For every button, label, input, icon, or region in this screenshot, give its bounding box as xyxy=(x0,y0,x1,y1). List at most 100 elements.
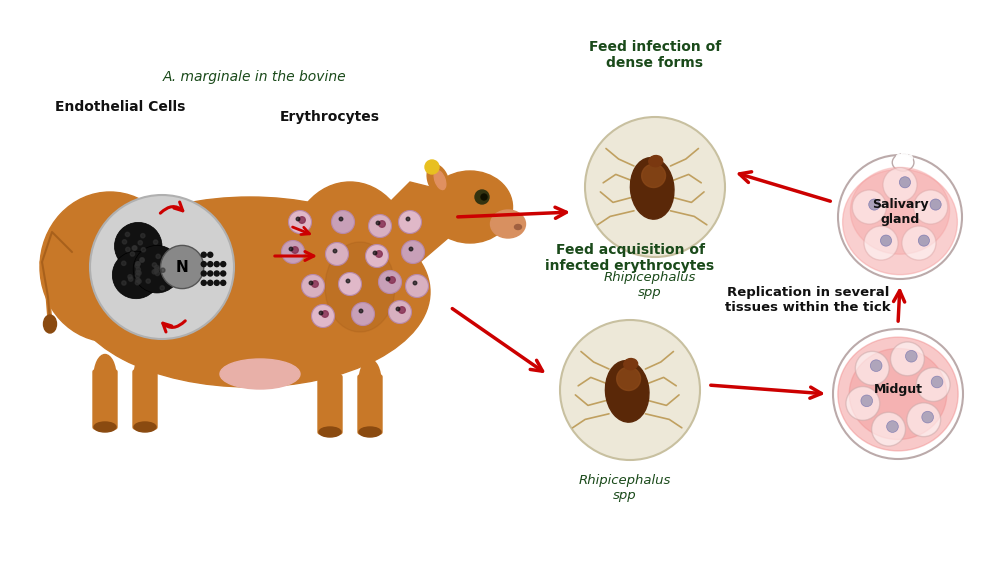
Ellipse shape xyxy=(359,360,381,405)
Circle shape xyxy=(154,275,159,280)
Text: N: N xyxy=(176,260,189,274)
Circle shape xyxy=(201,271,206,276)
Circle shape xyxy=(299,217,305,223)
Circle shape xyxy=(560,320,700,460)
Ellipse shape xyxy=(428,171,512,243)
Circle shape xyxy=(930,199,941,210)
Circle shape xyxy=(135,225,139,229)
Circle shape xyxy=(899,176,911,188)
Circle shape xyxy=(425,160,439,174)
Ellipse shape xyxy=(70,197,430,387)
Circle shape xyxy=(282,241,304,264)
Circle shape xyxy=(378,270,402,293)
Circle shape xyxy=(880,235,892,246)
Circle shape xyxy=(332,211,354,233)
Circle shape xyxy=(208,261,213,266)
Circle shape xyxy=(221,261,226,266)
Circle shape xyxy=(386,277,390,281)
Circle shape xyxy=(396,307,400,311)
Circle shape xyxy=(887,421,898,432)
Circle shape xyxy=(162,262,166,266)
Circle shape xyxy=(870,360,882,371)
Circle shape xyxy=(388,301,412,324)
Circle shape xyxy=(208,271,213,276)
Circle shape xyxy=(154,274,158,279)
Circle shape xyxy=(214,261,219,266)
FancyBboxPatch shape xyxy=(133,370,157,429)
Circle shape xyxy=(399,307,405,313)
Ellipse shape xyxy=(325,242,395,332)
Ellipse shape xyxy=(134,422,156,432)
Circle shape xyxy=(112,251,160,299)
Circle shape xyxy=(398,211,422,233)
Text: Rhipicephalus
spp: Rhipicephalus spp xyxy=(579,474,671,502)
Circle shape xyxy=(124,271,128,275)
Circle shape xyxy=(861,395,873,407)
Circle shape xyxy=(139,267,143,271)
Circle shape xyxy=(292,247,298,253)
Ellipse shape xyxy=(290,182,410,322)
Ellipse shape xyxy=(642,164,666,188)
Ellipse shape xyxy=(319,360,341,405)
Ellipse shape xyxy=(94,355,116,400)
Circle shape xyxy=(163,274,167,279)
Circle shape xyxy=(201,252,206,257)
Text: Rhipicephalus
spp: Rhipicephalus spp xyxy=(604,271,696,299)
Circle shape xyxy=(144,274,148,278)
Ellipse shape xyxy=(105,227,195,337)
Circle shape xyxy=(137,244,142,248)
Ellipse shape xyxy=(44,315,56,333)
Text: Erythrocytes: Erythrocytes xyxy=(280,110,380,124)
Circle shape xyxy=(152,259,157,263)
Circle shape xyxy=(322,311,328,318)
Circle shape xyxy=(309,281,313,285)
Circle shape xyxy=(376,221,380,225)
Circle shape xyxy=(389,277,395,283)
Circle shape xyxy=(114,223,162,270)
Circle shape xyxy=(133,246,181,293)
Circle shape xyxy=(138,275,142,279)
Circle shape xyxy=(90,195,234,339)
Circle shape xyxy=(201,261,206,266)
Circle shape xyxy=(406,217,410,221)
FancyBboxPatch shape xyxy=(358,375,382,434)
Circle shape xyxy=(302,274,324,297)
Ellipse shape xyxy=(617,367,641,391)
Circle shape xyxy=(162,265,166,270)
Circle shape xyxy=(208,280,213,285)
Ellipse shape xyxy=(220,359,300,389)
Circle shape xyxy=(838,155,962,279)
Ellipse shape xyxy=(891,342,924,376)
Ellipse shape xyxy=(94,422,116,432)
Ellipse shape xyxy=(434,170,446,189)
Circle shape xyxy=(406,274,428,297)
Ellipse shape xyxy=(872,413,905,446)
Circle shape xyxy=(133,272,137,277)
Ellipse shape xyxy=(849,348,947,439)
Ellipse shape xyxy=(843,169,957,275)
Circle shape xyxy=(896,155,902,161)
Circle shape xyxy=(346,279,350,283)
Circle shape xyxy=(144,246,148,250)
Ellipse shape xyxy=(427,165,449,196)
Circle shape xyxy=(161,246,204,289)
Circle shape xyxy=(376,251,382,257)
Text: Replication in several
tissues within the tick: Replication in several tissues within th… xyxy=(725,286,891,314)
Circle shape xyxy=(296,217,300,221)
Circle shape xyxy=(333,249,337,253)
Circle shape xyxy=(221,271,226,276)
Ellipse shape xyxy=(855,351,889,385)
Circle shape xyxy=(139,247,143,252)
Circle shape xyxy=(906,155,912,161)
Circle shape xyxy=(130,257,135,261)
Ellipse shape xyxy=(134,355,156,400)
Circle shape xyxy=(145,235,150,239)
Circle shape xyxy=(413,281,417,285)
Ellipse shape xyxy=(490,210,526,238)
Ellipse shape xyxy=(630,158,674,219)
Ellipse shape xyxy=(605,361,649,422)
Text: Endothelial Cells: Endothelial Cells xyxy=(55,100,185,114)
Circle shape xyxy=(325,242,349,265)
Circle shape xyxy=(134,248,138,252)
Ellipse shape xyxy=(40,192,180,342)
